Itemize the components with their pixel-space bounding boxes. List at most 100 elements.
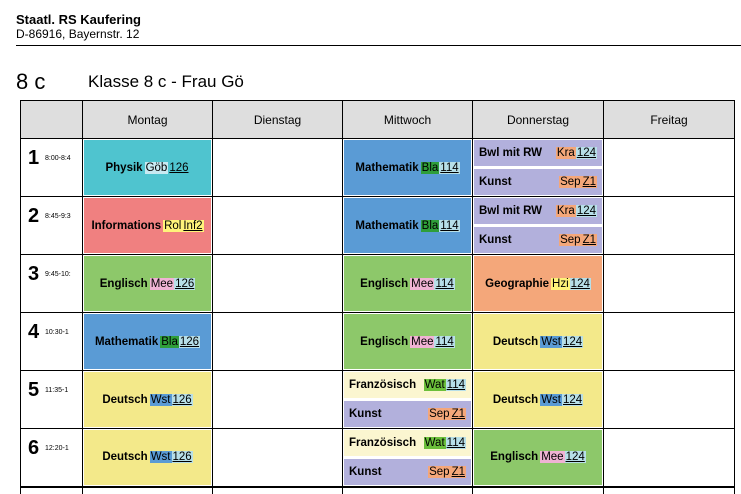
lesson-subject: Deutsch [492, 393, 539, 406]
lesson-kunst[interactable]: Kunst Sep Z1 [474, 169, 602, 195]
lesson-subject: Physik [105, 161, 143, 174]
teacher-tag: Wst [149, 451, 172, 464]
lesson-cell[interactable]: Mathematik Bla 126 [82, 312, 213, 371]
room-link[interactable]: 114 [445, 379, 466, 391]
teacher-tag: Bla [420, 219, 440, 232]
lesson-deutsch[interactable]: Deutsch Wst 124 [474, 372, 602, 427]
day-header-mittwoch: Mittwoch [342, 100, 473, 139]
lesson-subject: Französisch [349, 437, 417, 449]
empty-cell [212, 196, 343, 255]
lesson-englisch[interactable]: Englisch Mee 126 [84, 256, 211, 311]
lesson-cell[interactable]: Englisch Mee 126 [82, 254, 213, 313]
period-time: 12:20-1 [45, 445, 69, 452]
lesson-bwl[interactable]: Bwl mit RW Kra 124 [474, 198, 602, 224]
lesson-cell-split[interactable]: Französisch Wat 114 Kunst Sep Z1 [342, 428, 473, 487]
room-link[interactable]: 124 [562, 335, 584, 348]
period-label [20, 485, 83, 494]
lesson-cell[interactable]: Informations Rol Inf2 [82, 196, 213, 255]
room-link[interactable]: Z1 [581, 234, 597, 246]
period-number: 2 [28, 205, 40, 227]
room-link[interactable]: 126 [178, 335, 201, 348]
timetable: Montag Dienstag Mittwoch Donnerstag Frei… [20, 100, 741, 494]
lesson-cell[interactable]: Englisch Mee 124 [472, 428, 604, 487]
lesson-kunst[interactable]: Kunst Sep Z1 [344, 401, 471, 427]
lesson-cell-split[interactable]: Französisch Wat 114 Kunst Sep Z1 [342, 370, 473, 429]
lesson-cell-split[interactable]: Bwl mit RW Kra 124 Kunst Sep Z1 [472, 138, 604, 197]
lesson-mathematik[interactable]: Mathematik Bla 126 [84, 314, 211, 369]
room-link[interactable]: 126 [169, 161, 189, 174]
room-link[interactable]: 124 [569, 277, 591, 290]
lesson-kunst[interactable]: Kunst Sep Z1 [344, 458, 471, 485]
day-header-dienstag: Dienstag [212, 100, 343, 139]
teacher-tag: Wst [149, 393, 172, 406]
lesson-deutsch[interactable]: Deutsch Wst 126 [84, 430, 211, 485]
room-link[interactable]: 114 [439, 219, 460, 232]
room-link[interactable]: Inf2 [182, 219, 204, 232]
lesson-franzoesisch[interactable]: Französisch Wat 114 [344, 430, 471, 456]
lesson-cell[interactable]: Deutsch Wst 126 [82, 370, 213, 429]
lesson-cell[interactable]: Deutsch Wst 126 [82, 428, 213, 487]
lesson-cell[interactable]: Mathematik Bla 114 [342, 138, 473, 197]
lesson-informatik[interactable]: Informations Rol Inf2 [84, 198, 211, 253]
lesson-subject: Kunst [349, 465, 382, 478]
lesson-cell[interactable]: Deutsch Wst 124 [472, 370, 604, 429]
lesson-mathematik[interactable]: Mathematik Bla 114 [344, 198, 471, 253]
period-row: 5 11:35-1 Deutsch Wst 126 Französisch Wa… [20, 370, 735, 429]
school-header: Staatl. RS Kaufering D-86916, Bayernstr.… [16, 12, 141, 41]
room-link[interactable]: 124 [575, 205, 597, 217]
day-header-montag: Montag [82, 100, 213, 139]
period-label: 6 12:20-1 [20, 428, 83, 487]
empty-cell [212, 485, 343, 494]
period-time: 10:30-1 [45, 329, 69, 336]
teacher-tag: Sep [428, 408, 451, 420]
room-link[interactable]: Z1 [581, 176, 597, 188]
room-link[interactable]: Z1 [450, 465, 466, 478]
room-link[interactable]: 124 [562, 393, 584, 406]
period-label: 2 8:45-9:3 [20, 196, 83, 255]
room-link[interactable]: 126 [171, 451, 193, 464]
teacher-tag: Sep [559, 234, 582, 246]
room-link[interactable]: 124 [564, 451, 586, 464]
period-number: 4 [28, 321, 40, 343]
lesson-deutsch[interactable]: Deutsch Wst 126 [84, 372, 211, 427]
lesson-cell-split[interactable]: Bwl mit RW Kra 124 Kunst Sep Z1 [472, 196, 604, 255]
school-name: Staatl. RS Kaufering [16, 12, 141, 27]
period-number: 5 [28, 379, 40, 401]
timetable-grid: Montag Dienstag Mittwoch Donnerstag Frei… [20, 100, 735, 494]
lesson-kunst[interactable]: Kunst Sep Z1 [474, 227, 602, 253]
lesson-bwl[interactable]: Bwl mit RW Kra 124 [474, 140, 602, 166]
lesson-cell[interactable]: Mathematik Bla 114 [342, 196, 473, 255]
lesson-cell[interactable]: Physik Göb 126 [82, 138, 213, 197]
lesson-subject: Deutsch [102, 393, 148, 406]
lesson-physik[interactable]: Physik Göb 126 [84, 140, 211, 195]
room-link[interactable]: 114 [434, 335, 455, 348]
lesson-cell[interactable]: Englisch Mee 114 [342, 312, 473, 371]
room-link[interactable]: 114 [445, 437, 466, 449]
lesson-cell[interactable]: Geographie Hzi 124 [472, 254, 604, 313]
period-number: 1 [28, 147, 40, 169]
lesson-englisch[interactable]: Englisch Mee 114 [344, 256, 471, 311]
room-link[interactable]: 114 [439, 161, 460, 174]
day-header-row: Montag Dienstag Mittwoch Donnerstag Frei… [20, 100, 735, 139]
class-code: 8 c [16, 69, 46, 94]
lesson-subject: Deutsch [102, 451, 148, 464]
lesson-franzoesisch[interactable]: Französisch Wat 114 [344, 372, 471, 398]
lesson-deutsch[interactable]: Deutsch Wst 124 [474, 314, 602, 369]
room-link[interactable]: 124 [575, 147, 597, 159]
room-link[interactable]: 114 [434, 277, 455, 290]
lesson-cell[interactable]: Englisch Mee 114 [342, 254, 473, 313]
lesson-englisch[interactable]: Englisch Mee 124 [474, 430, 602, 485]
period-time: 11:35-1 [45, 387, 69, 394]
lesson-subject: Englisch [99, 277, 148, 290]
teacher-tag: Kra [555, 205, 576, 217]
lesson-geographie[interactable]: Geographie Hzi 124 [474, 256, 602, 311]
lesson-englisch[interactable]: Englisch Mee 114 [344, 314, 471, 369]
room-link[interactable]: 126 [174, 277, 196, 290]
lesson-mathematik[interactable]: Mathematik Bla 114 [344, 140, 471, 195]
room-link[interactable]: 126 [171, 393, 193, 406]
period-row: 6 12:20-1 Deutsch Wst 126 Französisch Wa… [20, 428, 735, 487]
lesson-subject: Deutsch [492, 335, 539, 348]
empty-cell [82, 485, 213, 494]
room-link[interactable]: Z1 [450, 408, 466, 420]
lesson-cell[interactable]: Deutsch Wst 124 [472, 312, 604, 371]
